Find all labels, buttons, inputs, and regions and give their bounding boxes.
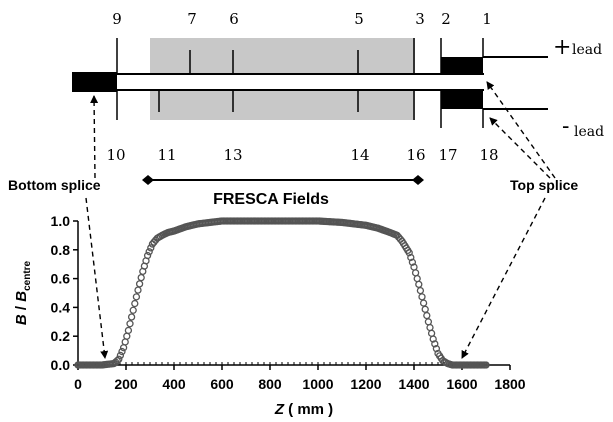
data-point-dense bbox=[127, 313, 136, 321]
y-tick-label: 0.6 bbox=[51, 271, 71, 287]
magnet-schematic: 9 7 6 5 3 2 1 10 11 13 14 16 17 18 + lea… bbox=[8, 10, 604, 359]
label-1: 1 bbox=[482, 10, 492, 28]
fresca-label: FRESCA Fields bbox=[213, 191, 329, 208]
data-point-dense bbox=[132, 293, 141, 301]
y-tick-label: 0.0 bbox=[51, 357, 71, 373]
minus-lead-sign: - bbox=[562, 114, 569, 139]
data-point bbox=[124, 326, 133, 335]
data-point-dense bbox=[113, 357, 121, 365]
field-profile-plot: 0.0 0.2 0.4 0.6 0.8 1.0 0 200 400 600 800 1000 1200… bbox=[13, 213, 526, 418]
data-point-dense bbox=[135, 280, 144, 288]
data-point-dense bbox=[480, 361, 489, 369]
top-splice-arrow-plot bbox=[461, 197, 546, 359]
top-splice-label: Top splice bbox=[510, 177, 578, 193]
data-point-dense bbox=[126, 320, 134, 328]
label-9: 9 bbox=[112, 10, 122, 28]
plus-lead-word: lead bbox=[572, 42, 602, 58]
data-point-dense bbox=[416, 286, 425, 295]
label-13: 13 bbox=[223, 146, 242, 164]
x-tick-label: 1600 bbox=[446, 376, 477, 392]
label-17: 17 bbox=[438, 146, 457, 164]
y-tick-label: 0.2 bbox=[51, 328, 71, 344]
data-point-dense bbox=[426, 323, 434, 332]
y-tick-label: 0.4 bbox=[51, 299, 71, 315]
data-point-dense bbox=[418, 293, 426, 301]
fresca-span-left-diamond bbox=[142, 175, 154, 185]
data-point-dense bbox=[427, 329, 436, 337]
x-tick-label: 200 bbox=[114, 376, 138, 392]
inner-channel bbox=[115, 74, 440, 90]
data-point bbox=[129, 306, 137, 314]
label-18: 18 bbox=[479, 146, 498, 164]
top-splice-block-upper bbox=[441, 57, 483, 74]
data-point-dense bbox=[118, 347, 126, 356]
x-tick-label: 1000 bbox=[302, 376, 333, 392]
x-tick-label: 400 bbox=[162, 376, 186, 392]
data-point-dense bbox=[423, 311, 431, 320]
data-point-dense bbox=[408, 258, 417, 266]
data-point-dense bbox=[411, 269, 420, 277]
x-axis-label: Z ( mm ) bbox=[274, 401, 333, 418]
label-5: 5 bbox=[354, 10, 364, 28]
y-tick-label: 1.0 bbox=[51, 213, 71, 229]
data-point bbox=[424, 318, 433, 326]
data-point bbox=[415, 280, 423, 289]
fresca-span-right-diamond bbox=[412, 175, 424, 185]
data-point-dense bbox=[131, 299, 139, 308]
data-point-dense bbox=[116, 351, 125, 360]
label-14: 14 bbox=[350, 146, 369, 164]
label-2: 2 bbox=[441, 10, 451, 28]
data-point-dense bbox=[150, 238, 158, 246]
data-point-dense bbox=[421, 305, 429, 313]
label-10: 10 bbox=[106, 146, 125, 164]
x-tick-label: 1800 bbox=[494, 376, 525, 392]
plus-lead-sign: + bbox=[553, 35, 571, 60]
data-point-dense bbox=[407, 253, 415, 262]
top-splice-block-lower bbox=[441, 90, 483, 109]
y-axis-label: B / Bcentre bbox=[13, 260, 33, 325]
data-point-dense bbox=[121, 338, 129, 346]
data-point bbox=[134, 286, 142, 294]
x-tick-label: 600 bbox=[210, 376, 234, 392]
data-point-dense bbox=[123, 332, 131, 340]
bottom-splice-label: Bottom splice bbox=[8, 177, 101, 193]
label-16: 16 bbox=[406, 146, 425, 164]
label-6: 6 bbox=[229, 10, 239, 28]
data-point-dense bbox=[137, 273, 145, 282]
minus-lead-word: lead bbox=[574, 124, 604, 140]
data-point-dense bbox=[111, 358, 120, 366]
bottom-splice-block bbox=[72, 72, 117, 92]
data-point bbox=[419, 299, 428, 307]
data-point-dense bbox=[432, 345, 441, 353]
label-3: 3 bbox=[415, 10, 425, 28]
bottom-splice-arrow-up bbox=[90, 95, 99, 179]
data-point-dense bbox=[395, 233, 403, 241]
data-point-dense bbox=[413, 274, 421, 283]
data-point-dense bbox=[147, 244, 155, 252]
data-point-dense bbox=[142, 257, 150, 265]
data-point-dense bbox=[431, 340, 439, 348]
label-11: 11 bbox=[157, 146, 176, 164]
bottom-splice-arrow-down bbox=[85, 197, 109, 359]
top-splice-arrow-upper bbox=[486, 81, 556, 179]
x-tick-label: 0 bbox=[74, 376, 82, 392]
y-tick-label: 0.8 bbox=[51, 242, 71, 258]
x-tick-label: 1200 bbox=[350, 376, 381, 392]
data-point-dense bbox=[145, 248, 153, 256]
x-tick-label: 800 bbox=[258, 376, 282, 392]
top-splice-arrow-lower bbox=[489, 117, 551, 179]
data-point-dense bbox=[404, 246, 412, 255]
label-7: 7 bbox=[187, 10, 197, 28]
x-tick-label: 1400 bbox=[398, 376, 429, 392]
